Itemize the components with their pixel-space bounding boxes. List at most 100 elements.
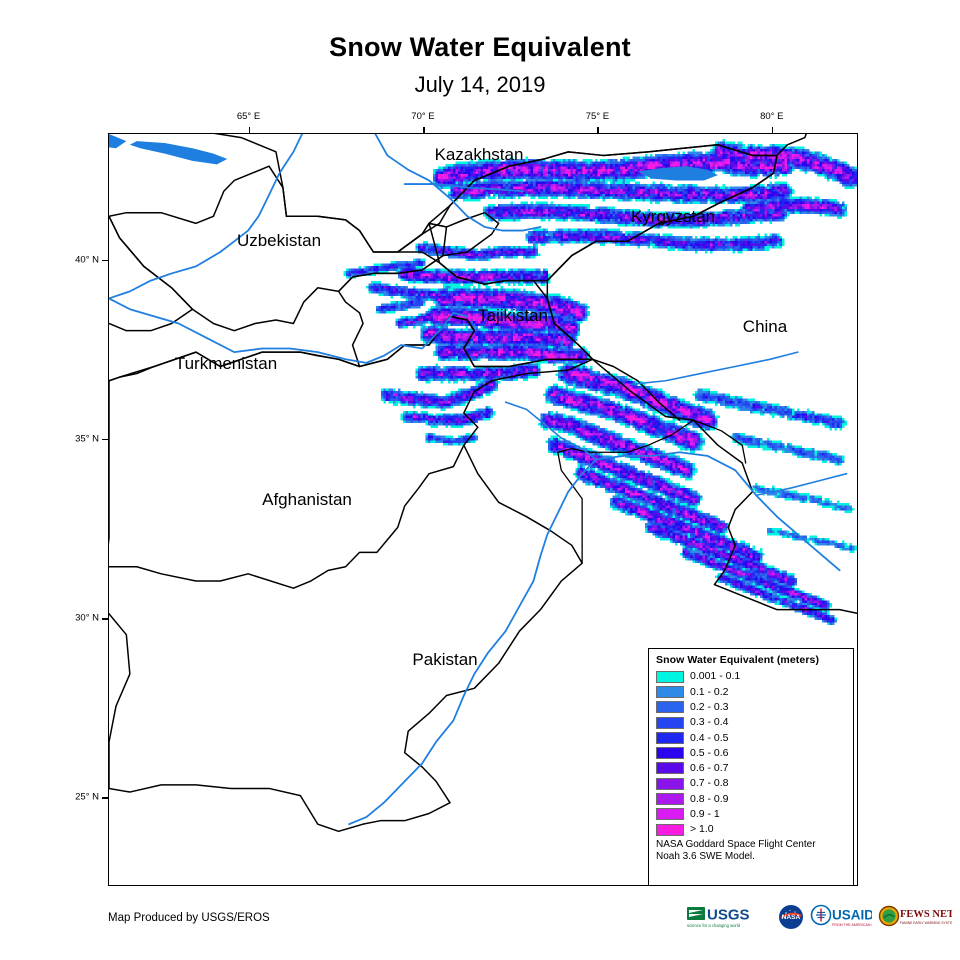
svg-text:USGS: USGS — [707, 907, 750, 924]
svg-text:USAID: USAID — [832, 908, 872, 923]
legend-class-label: 0.7 - 0.8 — [690, 777, 729, 790]
line-loc-south — [557, 451, 583, 564]
lat-tick-label: 40° N — [75, 254, 99, 265]
lon-tick-label: 80° E — [760, 111, 784, 122]
lake-aral-sea — [109, 134, 127, 149]
legend-swatch — [656, 731, 684, 744]
page-title: Snow Water Equivalent — [329, 32, 631, 62]
legend-swatch — [656, 808, 684, 821]
swe-class-6 — [355, 143, 857, 623]
legend-class-label: 0.2 - 0.3 — [690, 700, 729, 713]
svg-text:FROM THE AMERICAN PEOPLE: FROM THE AMERICAN PEOPLE — [832, 923, 872, 927]
legend-class-row: 0.5 - 0.6 — [656, 745, 847, 760]
legend-source-line-2: Noah 3.6 SWE Model. — [656, 850, 755, 862]
legend-class-row: 0.2 - 0.3 — [656, 700, 847, 715]
legend-class-label: 0.4 - 0.5 — [690, 731, 729, 744]
legend-class-label: 0.9 - 1 — [690, 808, 720, 821]
legend-class-label: 0.8 - 0.9 — [690, 792, 729, 805]
legend-class-row: > 1.0 — [656, 822, 847, 837]
border-iran-pakistan — [109, 612, 131, 790]
border-china-pamir — [591, 358, 681, 421]
map-credit: Map Produced by USGS/EROS — [108, 912, 270, 924]
legend-class-row: 0.9 - 1 — [656, 807, 847, 822]
country-label-pakistan: Pakistan — [412, 650, 478, 669]
map-graphic — [109, 134, 857, 833]
lon-tick-label: 70° E — [411, 111, 435, 122]
legend-class-label: 0.001 - 0.1 — [690, 670, 741, 683]
legend-swatch — [656, 777, 684, 790]
lon-tick-label: 75° E — [585, 111, 610, 122]
border-uzbekistan — [109, 165, 500, 332]
usaid-logo: USAID FROM THE AMERICAN PEOPLE — [810, 904, 872, 927]
legend-class-row: 0.6 - 0.7 — [656, 761, 847, 776]
agency-logos: USGS science for a changing world NASA U… — [686, 903, 952, 931]
map-legend: Snow Water Equivalent (meters) 0.001 - 0… — [648, 648, 854, 886]
lon-tick — [422, 127, 425, 134]
legend-class-row: 0.7 - 0.8 — [656, 776, 847, 791]
river-indus-lower — [348, 580, 535, 826]
legend-swatch — [656, 701, 684, 714]
lake-aral-south — [129, 141, 228, 165]
svg-text:FEWS NET: FEWS NET — [900, 909, 952, 920]
svg-text:NASA: NASA — [782, 914, 801, 921]
river-amu-darya-upper — [109, 297, 469, 364]
country-label-tajikistan: Tajikistan — [478, 306, 548, 325]
line-aksai-chin — [692, 419, 747, 464]
lat-tick-label: 30° N — [75, 612, 99, 624]
river-indus-upper — [532, 451, 841, 582]
river-syr-darya — [374, 134, 542, 232]
nasa-logo: NASA — [779, 905, 803, 929]
usgs-logo: USGS science for a changing world — [687, 907, 750, 928]
country-label-china: China — [742, 317, 788, 336]
lat-tick — [102, 259, 109, 262]
fewsnet-logo: FEWS NET FAMINE EARLY WARNING SYSTEMS NE… — [878, 905, 952, 927]
legend-class-label: > 1.0 — [690, 823, 714, 836]
lat-tick-label: 25° N — [75, 791, 99, 803]
line-loc-north — [557, 419, 695, 453]
map-canvas — [109, 134, 857, 885]
lon-tick-label: 65° E — [236, 111, 261, 122]
country-label-kazakhstan: Kazakhstan — [434, 145, 524, 164]
page-subtitle: July 14, 2019 — [414, 72, 546, 97]
lat-tick — [102, 797, 109, 799]
river-kyrgyz-n — [403, 183, 524, 193]
legend-source-line-1: NASA Goddard Space Flight Center — [656, 839, 816, 851]
lon-tick — [771, 127, 774, 134]
country-label-turkmenistan: Turkmenistan — [174, 354, 278, 373]
border-china-south — [591, 358, 857, 614]
lon-tick — [597, 127, 599, 134]
legend-class-label: 0.5 - 0.6 — [690, 746, 729, 759]
legend-swatch — [656, 793, 684, 806]
legend-class-label: 0.6 - 0.7 — [690, 762, 729, 775]
country-label-uzbekistan: Uzbekistan — [236, 231, 322, 250]
lake-issyk-kul — [637, 166, 718, 181]
legend-swatch — [656, 670, 684, 683]
legend-class-row: 0.3 - 0.4 — [656, 715, 847, 730]
legend-swatch — [656, 747, 684, 760]
lat-tick-label: 35° N — [75, 433, 99, 445]
legend-class-row: 0.1 - 0.2 — [656, 684, 847, 699]
border-china-west — [546, 154, 778, 361]
border-afghanistan — [109, 315, 594, 589]
lon-tick — [248, 127, 251, 134]
country-label-afghanistan: Afghanistan — [262, 490, 352, 509]
swe-raster — [343, 138, 857, 626]
river-tibet — [755, 472, 848, 497]
river-tarim-south — [630, 351, 799, 386]
legend-class-row: 0.8 - 0.9 — [656, 791, 847, 806]
legend-class-row: 0.4 - 0.5 — [656, 730, 847, 745]
legend-swatch — [656, 823, 684, 836]
lat-tick — [102, 438, 109, 441]
map-frame[interactable]: 65° E 70° E 75° E 80° E 40° N 35° N 30° N 25° N… — [75, 111, 858, 886]
border-pakistan-india — [109, 444, 583, 833]
legend-class-row: 0.001 - 0.1 — [656, 669, 847, 684]
river-amu-darya-lower — [109, 134, 304, 300]
legend-class-label: 0.3 - 0.4 — [690, 716, 729, 729]
country-label-kyrgyzstan: Kyrgyzstan — [630, 207, 716, 226]
legend-class-list: 0.001 - 0.1 0.1 - 0.2 0.2 - 0.3 0.3 - 0.4 0.… — [656, 669, 847, 837]
river-kabul-trib — [504, 401, 597, 461]
legend-swatch — [656, 762, 684, 775]
svg-text:FAMINE EARLY WARNING SYSTEMS N: FAMINE EARLY WARNING SYSTEMS NETWORK — [900, 921, 952, 925]
legend-swatch — [656, 716, 684, 729]
